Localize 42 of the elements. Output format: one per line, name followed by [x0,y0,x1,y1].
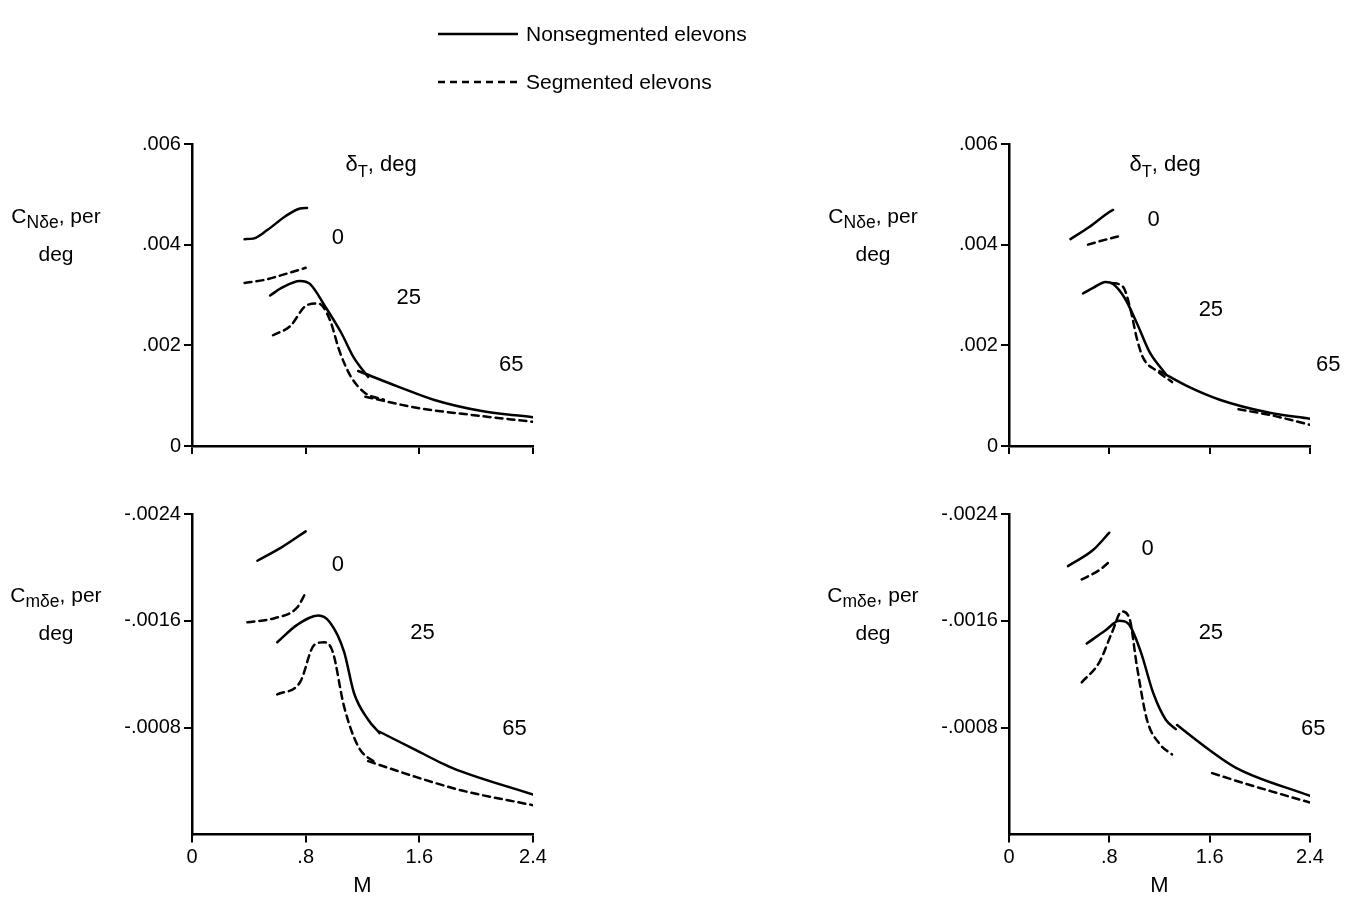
y-tick-label: -.0016 [124,608,181,631]
annotation: 25 [1198,618,1224,644]
annotation: 0 [1141,535,1154,561]
y-tick-label: -.0008 [941,715,998,738]
annotation: 0 [1147,205,1160,231]
x-tick-label: 2.4 [519,845,547,868]
annotation: 25 [396,284,422,310]
x-axis-title: M [353,871,372,897]
y-axis-title: C$_{Nδe}$, per deg [10,203,102,268]
y-tick-label: 0 [169,433,181,456]
text: 65 [1316,350,1341,376]
y-tick-label: .006 [959,131,998,154]
annotation: 25 [410,618,435,644]
annotation: 0 [331,551,345,577]
annotation: 65 [498,350,524,376]
x-tick-label: 1.6 [1195,845,1224,868]
y-axis-title: C$_{Nδe}$, per deg [827,203,919,268]
y-tick-label: -.0008 [124,715,181,738]
y-axis-title: C$_{mδe}$, per deg [9,582,103,647]
x-tick-label: .8 [1100,845,1118,868]
x-tick-label: 2.4 [1296,845,1324,868]
x-tick-label: 0 [1003,845,1015,868]
legend-label: Nonsegmented elevons [526,22,747,46]
annotation: 65 [1300,714,1326,740]
y-tick-label: .004 [142,232,181,255]
x-tick-label: 1.6 [405,845,434,868]
x-tick-label: .8 [297,845,315,868]
legend-label: Segmented elevons [526,70,712,94]
y-tick-label: .006 [142,131,181,154]
annotation: 0 [331,223,345,249]
annotation: 25 [1198,296,1224,322]
y-tick-label: .002 [959,332,998,355]
x-tick-label: 0 [186,845,198,868]
y-tick-label: .002 [142,332,181,355]
y-tick-label: .004 [959,232,998,255]
y-tick-label: -.0024 [941,501,998,524]
y-tick-label: 0 [986,433,998,456]
annotation: 65 [502,714,527,740]
x-axis-title: M [1150,871,1169,897]
y-axis-title: C$_{mδe}$, per deg [826,582,920,647]
y-tick-label: -.0016 [941,608,998,631]
y-tick-label: -.0024 [124,501,181,524]
